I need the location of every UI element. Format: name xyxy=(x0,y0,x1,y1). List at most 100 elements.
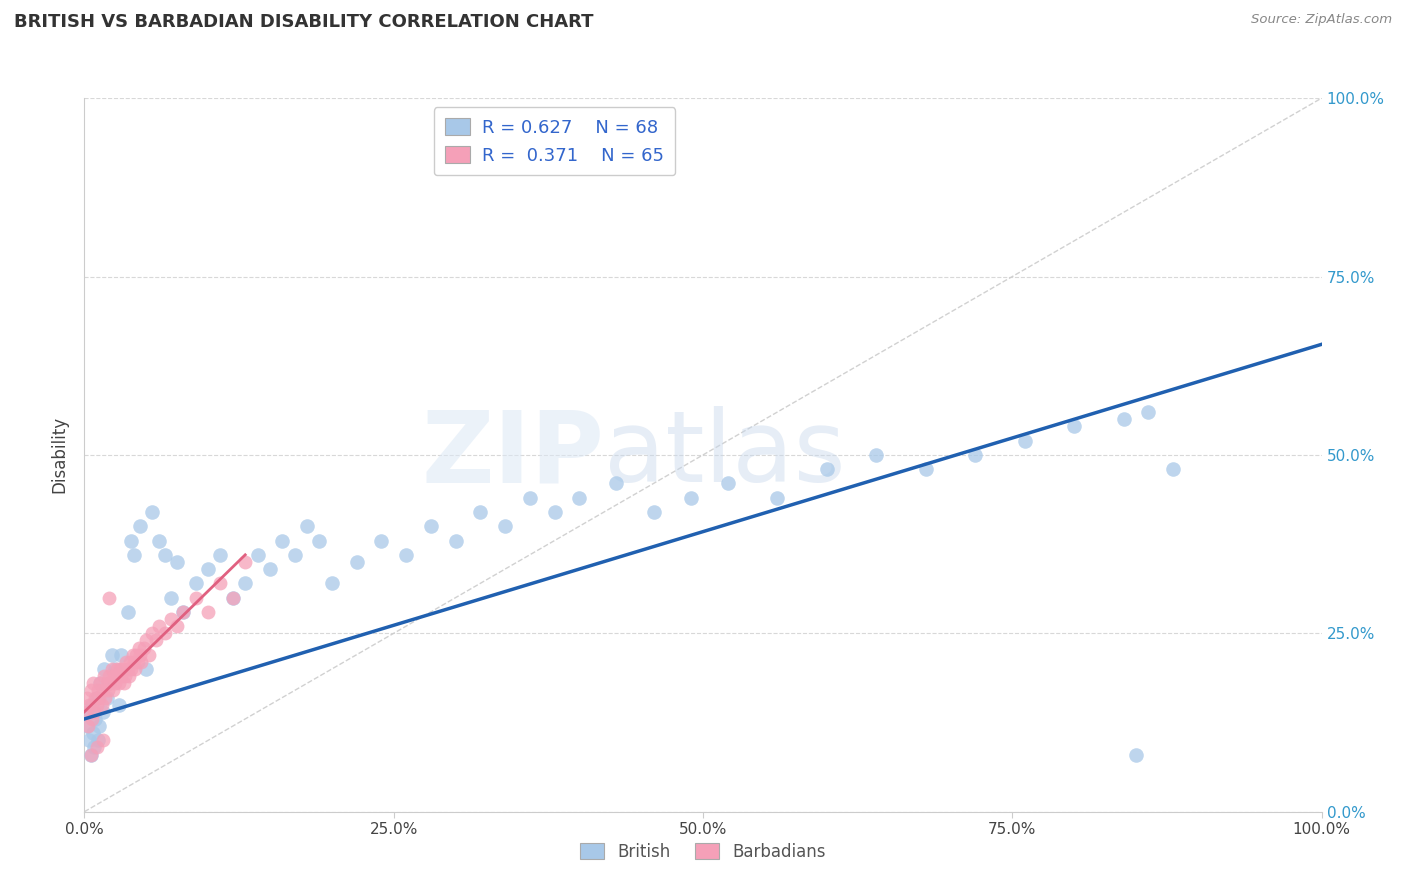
Point xyxy=(233,576,256,591)
Point xyxy=(1063,419,1085,434)
Point xyxy=(89,676,111,690)
Point xyxy=(101,683,124,698)
Point xyxy=(197,562,219,576)
Point xyxy=(145,633,167,648)
Point xyxy=(1014,434,1036,448)
Point xyxy=(148,619,170,633)
Point xyxy=(117,605,139,619)
Point xyxy=(184,591,207,605)
Point xyxy=(93,669,115,683)
Point xyxy=(643,505,665,519)
Point xyxy=(172,605,194,619)
Point xyxy=(98,676,121,690)
Point xyxy=(184,576,207,591)
Point xyxy=(120,655,142,669)
Point xyxy=(87,733,110,747)
Point xyxy=(815,462,838,476)
Point xyxy=(93,662,115,676)
Point xyxy=(129,655,152,669)
Point xyxy=(321,576,343,591)
Legend: British, Barbadians: British, Barbadians xyxy=(574,837,832,868)
Point xyxy=(96,690,118,705)
Point xyxy=(141,505,163,519)
Point xyxy=(166,619,188,633)
Point xyxy=(172,605,194,619)
Point xyxy=(108,676,131,690)
Point xyxy=(914,462,936,476)
Point xyxy=(105,662,128,676)
Point xyxy=(419,519,441,533)
Point xyxy=(96,676,118,690)
Point xyxy=(79,698,101,712)
Point xyxy=(965,448,987,462)
Point xyxy=(222,591,245,605)
Point xyxy=(82,726,104,740)
Point xyxy=(76,719,98,733)
Point xyxy=(117,662,139,676)
Point xyxy=(1125,747,1147,762)
Point xyxy=(98,591,121,605)
Point xyxy=(91,705,114,719)
Point xyxy=(80,712,103,726)
Point xyxy=(103,669,125,683)
Point xyxy=(132,640,155,655)
Point xyxy=(129,519,152,533)
Point xyxy=(80,698,103,712)
Point xyxy=(233,555,256,569)
Point xyxy=(120,662,142,676)
Point xyxy=(75,705,97,719)
Point xyxy=(129,648,152,662)
Point xyxy=(766,491,789,505)
Point xyxy=(717,476,740,491)
Point xyxy=(259,562,281,576)
Point xyxy=(86,698,108,712)
Point xyxy=(100,648,122,662)
Point xyxy=(83,705,105,719)
Point xyxy=(108,698,131,712)
Point xyxy=(84,690,107,705)
Point xyxy=(519,491,541,505)
Point xyxy=(135,633,157,648)
Point xyxy=(79,747,101,762)
Point xyxy=(346,555,368,569)
Point xyxy=(127,655,149,669)
Point xyxy=(84,712,107,726)
Point xyxy=(122,548,145,562)
Point xyxy=(118,669,141,683)
Point xyxy=(222,591,245,605)
Point xyxy=(98,669,121,683)
Point xyxy=(114,669,136,683)
Point xyxy=(197,605,219,619)
Point xyxy=(148,533,170,548)
Point xyxy=(543,505,565,519)
Point xyxy=(308,533,330,548)
Y-axis label: Disability: Disability xyxy=(51,417,69,493)
Point xyxy=(128,640,150,655)
Point xyxy=(271,533,294,548)
Point xyxy=(395,548,418,562)
Point xyxy=(246,548,269,562)
Point xyxy=(83,740,105,755)
Point xyxy=(79,683,101,698)
Point xyxy=(295,519,318,533)
Text: Source: ZipAtlas.com: Source: ZipAtlas.com xyxy=(1251,13,1392,27)
Point xyxy=(91,683,114,698)
Point xyxy=(125,648,148,662)
Point xyxy=(77,719,100,733)
Point xyxy=(153,548,176,562)
Point xyxy=(160,591,183,605)
Point xyxy=(124,662,146,676)
Point xyxy=(1112,412,1135,426)
Point xyxy=(141,626,163,640)
Point xyxy=(470,505,492,519)
Point xyxy=(91,733,114,747)
Point xyxy=(166,555,188,569)
Point xyxy=(104,676,127,690)
Point xyxy=(209,576,232,591)
Point xyxy=(444,533,467,548)
Point xyxy=(76,690,98,705)
Point xyxy=(370,533,392,548)
Point xyxy=(153,626,176,640)
Point xyxy=(1161,462,1184,476)
Text: BRITISH VS BARBADIAN DISABILITY CORRELATION CHART: BRITISH VS BARBADIAN DISABILITY CORRELAT… xyxy=(14,13,593,31)
